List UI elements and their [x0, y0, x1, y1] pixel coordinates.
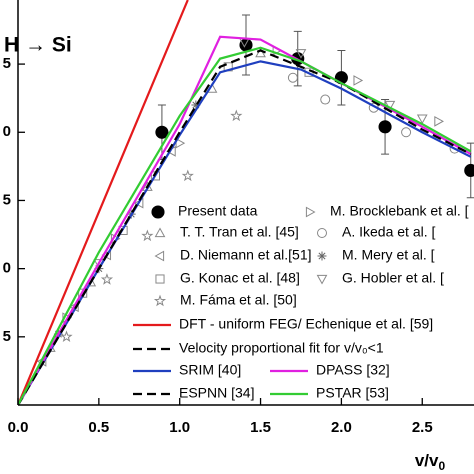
legend-label: Present data	[178, 203, 258, 219]
legend-marker	[305, 206, 316, 218]
data-point	[378, 120, 392, 134]
legend-label: SRIM [40]	[179, 362, 241, 378]
legend-label: ESPNN [34]	[179, 385, 254, 401]
legend-label: A. Ikeda et al. [	[342, 224, 435, 240]
legend-label: M. Brocklebank et al. [	[330, 203, 469, 219]
data-point	[100, 273, 114, 285]
legend-marker	[317, 228, 327, 238]
x-tick-label: 1.0	[169, 419, 190, 436]
data-point	[181, 169, 194, 182]
legend-marker	[154, 250, 165, 262]
legend-label: G. Konac et al. [48]	[180, 270, 300, 286]
data-point	[141, 229, 154, 242]
x-tick-label: 2.0	[331, 419, 352, 436]
legend-label: PSTAR [53]	[316, 385, 389, 401]
data-point	[175, 137, 186, 149]
legend-label: Velocity proportional fit for v/v₀<1	[179, 340, 384, 356]
x-label-sub: 0	[438, 459, 445, 473]
chart-title: H → Si	[4, 34, 72, 57]
y-tick-label: 0	[3, 260, 11, 277]
legend-marker	[151, 205, 165, 219]
x-label-main: v/v	[415, 451, 439, 470]
x-tick-label: 0.5	[88, 419, 109, 436]
x-axis-label: v/v0	[415, 451, 446, 473]
data-line	[18, 35, 472, 405]
data-point	[255, 47, 266, 58]
data-point	[287, 72, 298, 83]
legend-label: T. T. Tran et al. [45]	[180, 224, 299, 240]
y-tick-label: 0	[3, 123, 11, 140]
plot-area	[18, 0, 474, 405]
data-point	[60, 330, 73, 343]
data-point	[320, 94, 331, 105]
legend-marker	[155, 274, 165, 284]
legend-label: M. Fáma et al. [50]	[180, 292, 297, 308]
legend-label: D. Niemann et al.[51]	[180, 247, 312, 263]
data-line	[18, 46, 472, 405]
data-point	[191, 100, 201, 110]
y-tick-label: 5	[3, 328, 11, 345]
data-point	[155, 125, 169, 139]
legend-label: M. Mery et al. [	[342, 247, 435, 263]
legend-label: DPASS [32]	[316, 362, 390, 378]
legend-label: G. Hobler et al. [	[342, 270, 444, 286]
y-tick-label: 5	[3, 191, 11, 208]
data-point	[416, 114, 428, 125]
legend-marker	[153, 294, 167, 307]
data-point	[434, 116, 444, 127]
legend-marker	[154, 227, 166, 238]
y-tick-label: 5	[3, 55, 11, 72]
data-line	[18, 0, 189, 405]
data-point	[353, 75, 364, 86]
legend-label: DFT - uniform FEG/ Echenique et al. [59]	[179, 316, 433, 332]
data-point	[239, 38, 253, 52]
legend-marker	[316, 274, 328, 285]
data-point	[401, 127, 412, 138]
legend: Present data M. Brocklebank et al. [ T. T.…	[133, 203, 469, 401]
x-tick-label: 1.5	[250, 419, 271, 436]
x-tick-label: 0.0	[8, 419, 29, 436]
data-line	[18, 49, 472, 405]
x-tick-label: 2.5	[412, 419, 433, 436]
data-point	[295, 49, 307, 59]
legend-marker	[317, 251, 327, 261]
data-point	[464, 163, 474, 178]
data-point	[230, 109, 243, 122]
